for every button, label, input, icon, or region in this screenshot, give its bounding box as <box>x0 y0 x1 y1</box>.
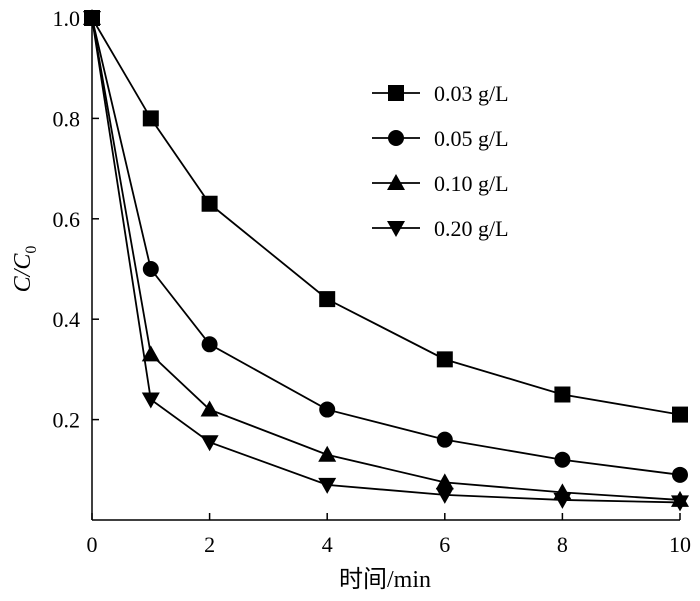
y-tick-label: 0.4 <box>53 307 81 332</box>
data-point-series-2 <box>319 401 336 418</box>
data-point-series-4 <box>83 11 101 27</box>
data-point-series-3 <box>435 473 454 490</box>
series-line-1 <box>91 17 681 416</box>
data-point-series-3 <box>318 445 337 462</box>
y-axis-title: C/C0 <box>10 246 40 293</box>
legend-marker-4 <box>387 221 405 237</box>
y-axis-title-subscript: 0 <box>23 246 40 254</box>
x-tick-label: 4 <box>322 532 333 557</box>
data-point-series-4 <box>318 477 337 494</box>
ticks: 0 2 4 6 8 10 0.2 0.4 0.6 0.8 1.0 <box>53 6 692 557</box>
legend-label-2: 0.05 g/L <box>434 126 509 151</box>
legend-marker-1 <box>388 85 404 101</box>
data-point-series-1 <box>319 291 336 308</box>
legend-label-3: 0.10 g/L <box>434 171 509 196</box>
x-tick-label: 6 <box>439 532 450 557</box>
data-point-series-1 <box>554 386 571 403</box>
legend-marker-3 <box>387 174 405 190</box>
y-tick-label: 0.8 <box>53 106 81 131</box>
data-point-series-1 <box>672 406 688 423</box>
data-point-series-2 <box>201 336 218 353</box>
data-point-series-3 <box>200 400 219 417</box>
data-point-series-2 <box>554 451 571 468</box>
series-line-3 <box>91 17 681 501</box>
series-line-4 <box>91 17 681 504</box>
legend: 0.03 g/L 0.05 g/L 0.10 g/L 0.20 g/L <box>372 81 509 241</box>
legend-label-4: 0.20 g/L <box>434 216 509 241</box>
data-point-series-4 <box>671 495 689 512</box>
axis-titles: 时间/min C/C0 <box>10 246 431 593</box>
x-tick-label: 8 <box>557 532 568 557</box>
legend-marker-2 <box>388 130 404 146</box>
data-point-series-4 <box>435 487 454 504</box>
data-point-series-2 <box>436 431 453 448</box>
data-point-series-1 <box>201 195 218 212</box>
axes <box>91 18 680 521</box>
series-lines <box>91 17 681 504</box>
series-line-2 <box>91 17 681 476</box>
x-tick-label: 2 <box>204 532 215 557</box>
y-tick-label: 1.0 <box>53 6 81 31</box>
x-tick-label: 10 <box>669 532 691 557</box>
y-tick-label: 0.2 <box>53 408 81 433</box>
data-point-series-2 <box>672 466 688 483</box>
data-point-series-2 <box>142 261 159 277</box>
data-point-series-3 <box>141 345 160 362</box>
legend-label-1: 0.03 g/L <box>434 81 509 106</box>
series-markers <box>83 9 689 512</box>
x-axis-title: 时间/min <box>339 566 431 593</box>
x-tick-label: 0 <box>87 532 98 557</box>
data-point-series-4 <box>200 435 219 452</box>
data-point-series-4 <box>141 392 160 409</box>
y-axis-title-main: C/C <box>10 253 36 293</box>
data-point-series-4 <box>553 492 572 509</box>
data-point-series-1 <box>142 110 159 127</box>
data-point-series-1 <box>436 351 453 368</box>
y-tick-label: 0.6 <box>53 207 81 232</box>
